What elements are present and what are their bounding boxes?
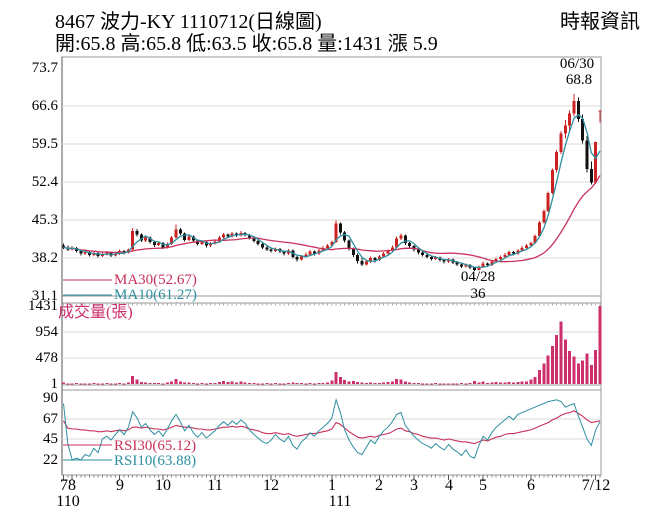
price-axis-tick: 59.5 bbox=[31, 136, 58, 152]
month-axis-tick: 2 bbox=[375, 477, 383, 494]
price-axis-tick: 31.1 bbox=[31, 288, 58, 304]
month-axis-tick: 10 bbox=[155, 477, 171, 494]
rsi-axis-tick: 22 bbox=[43, 452, 58, 468]
month-axis-tick: 4 bbox=[445, 477, 453, 494]
quote-line: 開:65.8 高:65.8 低:63.5 收:65.8 量:1431 漲 5.9 bbox=[55, 33, 438, 55]
volume-axis-tick: 954 bbox=[35, 324, 59, 340]
ma10-label: MA10(61.27) bbox=[114, 287, 197, 303]
rsi30-label: RSI30(65.12) bbox=[114, 438, 197, 454]
peak-date-annotation: 06/30 bbox=[559, 56, 595, 72]
price-axis-tick: 45.3 bbox=[31, 212, 58, 228]
chart-title: 8467 波力-KY 1110712(日線圖) bbox=[55, 11, 322, 33]
rsi-axis-tick: 45 bbox=[43, 431, 58, 447]
month-axis-tick: 1 bbox=[328, 477, 336, 494]
month-axis-tick: 11 bbox=[207, 477, 223, 494]
month-axis-tick: 7 bbox=[60, 477, 68, 494]
month-axis-tick: 7/12 bbox=[581, 477, 611, 494]
year-axis-tick: 110 bbox=[56, 493, 80, 510]
ma30-label: MA30(52.67) bbox=[114, 272, 197, 288]
month-axis-tick: 5 bbox=[479, 477, 487, 494]
peak-price-annotation: 68.8 bbox=[565, 72, 593, 88]
volume-axis-tick: 1431 bbox=[28, 298, 58, 314]
low-price-annotation: 36 bbox=[470, 286, 486, 302]
low-date-annotation: 04/28 bbox=[460, 269, 496, 285]
year-axis-tick: 111 bbox=[328, 493, 352, 510]
rsi-axis-tick: 90 bbox=[43, 390, 58, 406]
header-row: 8467 波力-KY 1110712(日線圖) 時報資訊 bbox=[55, 5, 640, 34]
rsi10-label: RSI10(63.88) bbox=[114, 453, 197, 469]
month-axis-tick: 8 bbox=[68, 477, 76, 494]
source-watermark: 時報資訊 bbox=[560, 11, 640, 33]
price-axis-tick: 38.2 bbox=[31, 250, 58, 266]
volume-axis-tick: 1 bbox=[50, 376, 59, 392]
month-axis-tick: 6 bbox=[527, 477, 535, 494]
volume-panel-label: 成交量(張) bbox=[58, 304, 133, 321]
rsi-axis-tick: 67 bbox=[43, 411, 58, 427]
month-axis-tick: 3 bbox=[410, 477, 418, 494]
month-axis-tick: 12 bbox=[263, 477, 279, 494]
month-axis-tick: 9 bbox=[116, 477, 124, 494]
price-axis-tick: 66.6 bbox=[31, 98, 58, 114]
volume-axis-tick: 478 bbox=[35, 350, 59, 366]
price-axis-tick: 73.7 bbox=[31, 60, 58, 76]
price-axis-tick: 52.4 bbox=[31, 174, 58, 190]
